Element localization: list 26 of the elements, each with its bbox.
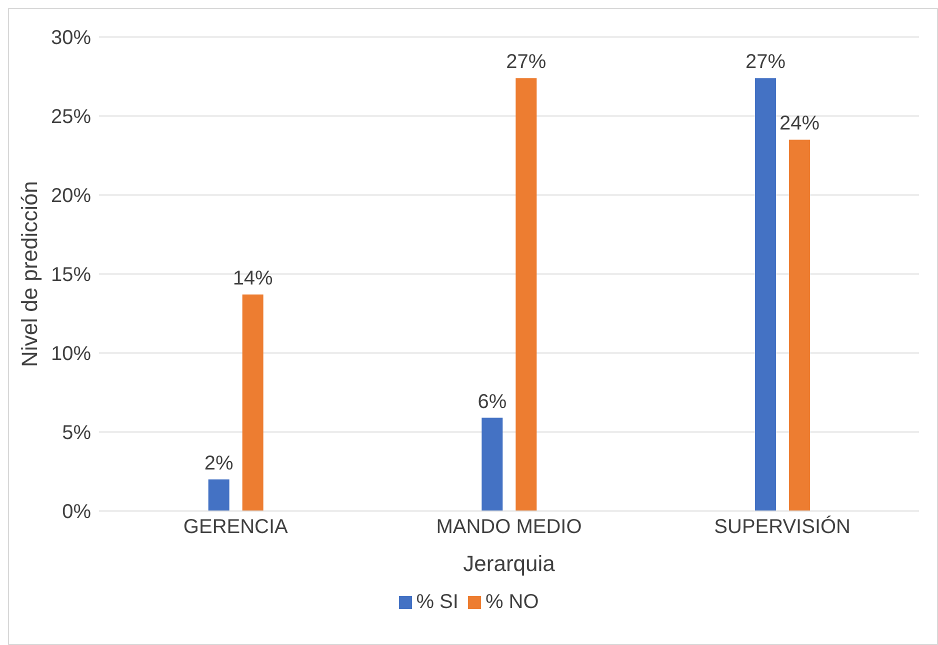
data-label: 14% [232,268,274,290]
data-label: 24% [779,112,820,135]
y-tick-label: 30% [50,27,92,50]
data-label: 6% [478,390,507,413]
y-tick-label: 15% [50,264,92,286]
data-label: 27% [745,51,786,74]
y-axis-title: Nivel de predicción [16,181,42,367]
y-tick-label: 20% [50,185,92,208]
bar [482,418,503,511]
bar [516,78,537,511]
data-label: 27% [506,51,546,74]
bar [208,479,230,511]
legend-label: % SI [416,591,458,613]
x-tick-label: MANDO MEDIO [436,516,582,538]
data-label: 2% [204,452,234,474]
bar [789,140,810,511]
y-tick-label: 0% [62,501,92,524]
bar [242,294,264,511]
x-tick-label: GERENCIA [183,516,289,538]
bar [755,78,776,511]
x-tick-label: SUPERVISIÓN [714,515,851,538]
legend-label: % NO [485,591,539,613]
y-tick-label: 25% [50,106,92,128]
x-axis-title: Jerarquia [463,551,556,576]
y-tick-label: 10% [50,343,92,366]
y-tick-label: 5% [62,422,92,444]
